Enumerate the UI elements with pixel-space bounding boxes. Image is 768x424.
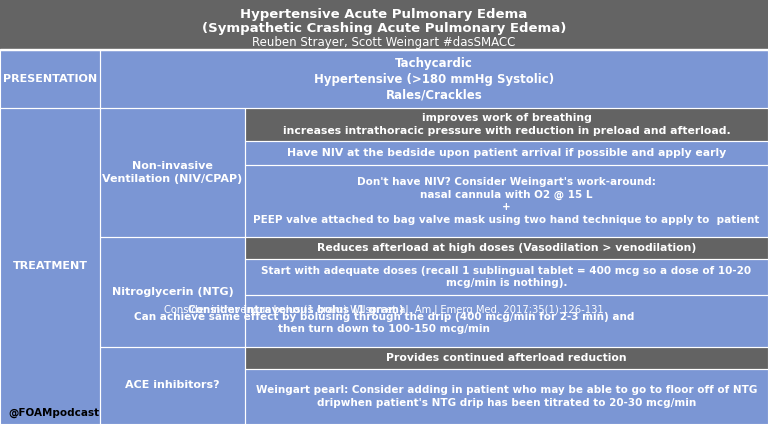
Text: Reuben Strayer, Scott Weingart #dasSMACC: Reuben Strayer, Scott Weingart #dasSMACC [253,36,515,49]
Text: Weingart pearl: Consider adding in patient who may be able to go to floor off of: Weingart pearl: Consider adding in patie… [256,385,757,408]
Bar [100,237,245,347]
Bar [245,369,768,424]
Text: Reduces afterload at high doses (Vasodilation > venodilation): Reduces afterload at high doses (Vasodil… [317,243,696,253]
Bar [245,165,768,237]
Text: Consider intravenous bolus (1 gram): Consider intravenous bolus (1 gram) [188,305,404,315]
Bar [0,108,100,424]
Bar [245,237,768,259]
Bar [245,347,768,369]
Text: Consider intravenous bolus (1 gram) Wilson et al. Am J Emerg Med. 2017;35(1):126: Consider intravenous bolus (1 gram) Wils… [164,305,604,315]
Text: Tachycardic
Hypertensive (>180 mmHg Systolic)
Rales/Crackles: Tachycardic Hypertensive (>180 mmHg Syst… [314,56,554,101]
Bar [100,347,245,424]
Bar [245,295,768,347]
Bar [245,141,768,165]
Text: Non-invasive
Ventilation (NIV/CPAP): Non-invasive Ventilation (NIV/CPAP) [102,161,243,184]
Bar [245,259,768,295]
Text: Start with adequate doses (recall 1 sublingual tablet = 400 mcg so a dose of 10-: Start with adequate doses (recall 1 subl… [261,266,752,288]
Bar [245,347,768,369]
Bar [0,108,100,424]
Text: Can achieve same effect by bolusing through the drip (400 mcg/min for 2-3 min) a: Can achieve same effect by bolusing thro… [134,312,634,334]
Bar [100,347,245,424]
Text: ACE inhibitors?: ACE inhibitors? [125,380,220,391]
Text: improves work of breathing
increases intrathoracic pressure with reduction in pr: improves work of breathing increases int… [283,113,730,136]
Bar [100,108,245,237]
Text: Nitroglycerin (NTG): Nitroglycerin (NTG) [111,287,233,297]
Text: Provides continued afterload reduction: Provides continued afterload reduction [386,353,627,363]
Bar [245,259,768,295]
Bar [245,237,768,259]
Text: Hypertensive Acute Pulmonary Edema: Hypertensive Acute Pulmonary Edema [240,8,528,21]
Bar [245,165,768,237]
Text: (Sympathetic Crashing Acute Pulmonary Edema): (Sympathetic Crashing Acute Pulmonary Ed… [202,22,566,35]
Text: Don't have NIV? Consider Weingart's work-around:
nasal cannula with O2 @ 15 L
+
: Don't have NIV? Consider Weingart's work… [253,177,760,225]
Bar [0,0,768,50]
Bar [245,141,768,165]
Bar [100,50,768,108]
Bar [245,108,768,141]
Bar [100,237,245,347]
Bar [100,108,245,237]
Bar [245,108,768,141]
Bar [245,369,768,424]
Text: @FOAMpodcast: @FOAMpodcast [8,408,99,418]
Bar [0,50,100,108]
Bar [245,295,768,347]
Text: PRESENTATION: PRESENTATION [3,74,97,84]
Bar [100,50,768,108]
Bar [0,49,768,50]
Bar [0,50,100,108]
Text: Have NIV at the bedside upon patient arrival if possible and apply early: Have NIV at the bedside upon patient arr… [287,148,726,158]
Text: TREATMENT: TREATMENT [12,261,88,271]
